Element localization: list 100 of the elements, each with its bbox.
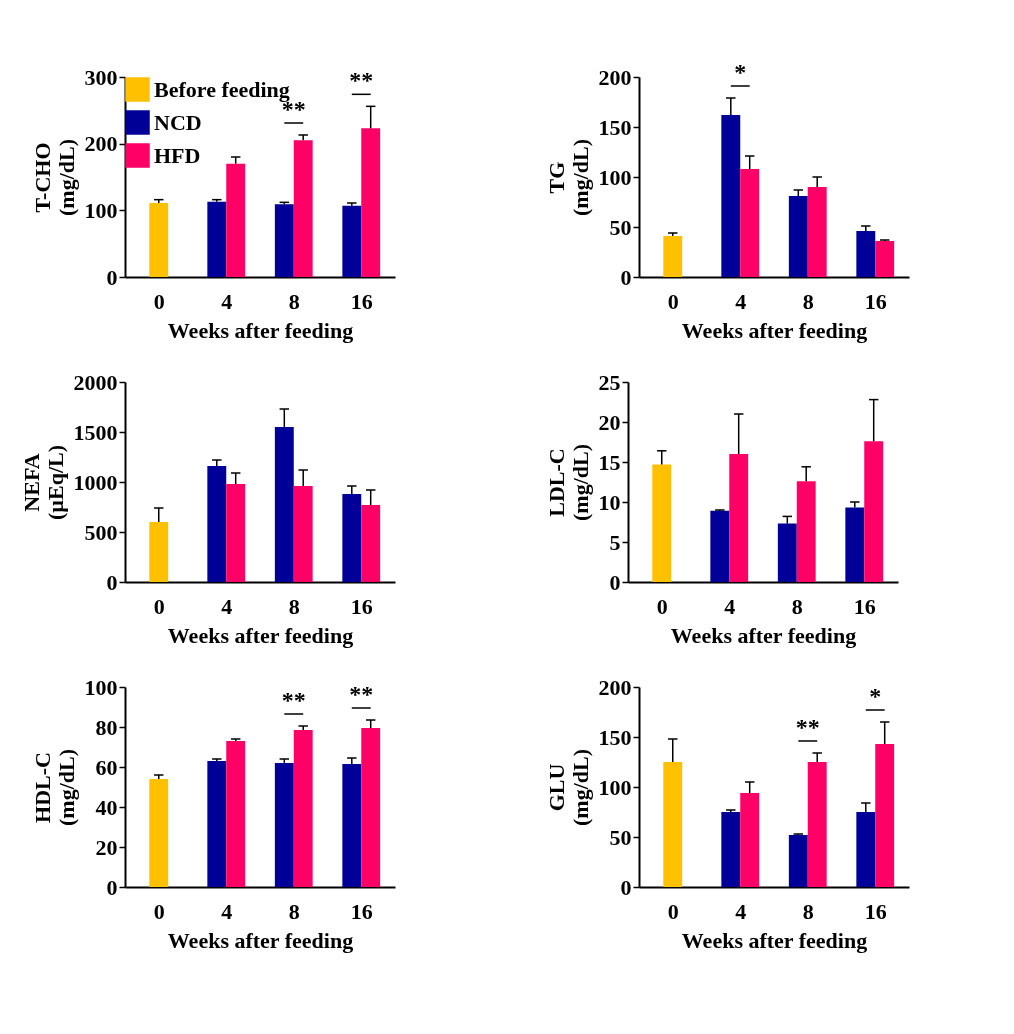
y-tick-label: 5: [609, 529, 621, 555]
annotation: *: [869, 683, 882, 709]
bar: [361, 128, 381, 277]
x-axis-title: Weeks after feeding: [670, 622, 857, 648]
x-tick-label: 0: [667, 898, 679, 924]
y-tick-label: 20: [95, 834, 118, 860]
bar: [777, 523, 797, 582]
bar: [149, 779, 169, 887]
bar: [864, 441, 884, 582]
y-tick-label: 60: [95, 754, 118, 780]
y-tick-label: 100: [84, 674, 118, 700]
y-tick-label: 0: [609, 569, 621, 595]
bar: [856, 231, 876, 277]
bar: [274, 204, 294, 277]
x-axis-title: Weeks after feeding: [167, 317, 354, 343]
bar: [361, 728, 381, 887]
annotation: **: [795, 714, 820, 740]
bar: [788, 835, 808, 887]
y-axis-title: GLU (mg/dL): [543, 749, 593, 826]
x-tick-label: 8: [288, 898, 300, 924]
bar: [226, 741, 246, 887]
bar: [342, 494, 362, 582]
bar: [149, 203, 169, 277]
x-tick-label: 0: [667, 288, 679, 314]
x-tick-label: 0: [153, 288, 165, 314]
y-tick-label: 200: [598, 674, 632, 700]
bar: [875, 744, 895, 887]
bar: [293, 486, 313, 582]
bar: [796, 481, 816, 582]
y-tick-label: 1000: [73, 469, 118, 495]
bar: [721, 115, 741, 277]
y-tick-label: 0: [106, 264, 118, 290]
bar: [807, 187, 827, 277]
annotation: **: [349, 681, 374, 707]
x-tick-label: 16: [350, 288, 373, 314]
y-tick-label: 50: [609, 214, 632, 240]
bar: [207, 761, 227, 887]
y-tick-label: 100: [598, 774, 632, 800]
bar: [740, 169, 760, 277]
bar: [149, 522, 169, 582]
x-axis-title: Weeks after feeding: [167, 622, 354, 648]
bar: [663, 762, 683, 887]
x-tick-label: 8: [802, 288, 814, 314]
bar: [663, 236, 683, 277]
y-tick-label: 40: [95, 794, 118, 820]
bar: [807, 762, 827, 887]
x-tick-label: 4: [221, 593, 233, 619]
y-tick-label: 15: [598, 449, 621, 475]
y-tick-label: 200: [84, 131, 118, 157]
y-tick-label: 100: [598, 164, 632, 190]
x-tick-label: 0: [153, 593, 165, 619]
x-tick-label: 8: [791, 593, 803, 619]
x-tick-label: 4: [724, 593, 736, 619]
bar: [274, 427, 294, 582]
x-tick-label: 16: [864, 288, 887, 314]
x-axis-title: Weeks after feeding: [681, 317, 868, 343]
annotation: **: [281, 687, 306, 713]
y-axis-title: HDL-C (mg/dL): [29, 749, 79, 826]
x-axis-title: Weeks after feeding: [681, 927, 868, 953]
y-axis-title: NEFA (µEq/L): [18, 444, 68, 521]
x-tick-label: 16: [864, 898, 887, 924]
x-tick-label: 8: [288, 593, 300, 619]
x-tick-label: 0: [153, 898, 165, 924]
x-tick-label: 4: [221, 288, 233, 314]
bar: [293, 730, 313, 887]
y-tick-label: 1500: [73, 419, 118, 445]
bar: [652, 464, 672, 582]
bar: [226, 163, 246, 277]
legend-label: HFD: [154, 142, 201, 168]
bar: [740, 793, 760, 887]
bar: [342, 205, 362, 277]
x-tick-label: 4: [735, 898, 747, 924]
y-tick-label: 0: [620, 874, 632, 900]
bar: [274, 763, 294, 887]
x-tick-label: 8: [288, 288, 300, 314]
annotation: *: [734, 59, 747, 85]
x-tick-label: 4: [221, 898, 233, 924]
y-axis-title: T-CHO (mg/dL): [29, 139, 79, 216]
y-tick-label: 150: [598, 114, 632, 140]
y-tick-label: 80: [95, 714, 118, 740]
y-tick-label: 500: [84, 519, 118, 545]
bar: [207, 466, 227, 582]
y-tick-label: 150: [598, 724, 632, 750]
y-tick-label: 20: [598, 409, 621, 435]
legend-label: NCD: [154, 109, 202, 135]
x-tick-label: 8: [802, 898, 814, 924]
x-axis-title: Weeks after feeding: [167, 927, 354, 953]
bar: [856, 812, 876, 887]
x-tick-label: 16: [350, 593, 373, 619]
y-tick-label: 0: [620, 264, 632, 290]
bar: [361, 505, 381, 582]
bar: [845, 507, 865, 582]
x-tick-label: 4: [735, 288, 747, 314]
bar: [788, 196, 808, 277]
y-tick-label: 200: [598, 64, 632, 90]
y-tick-label: 50: [609, 824, 632, 850]
bar: [721, 812, 741, 887]
bar: [226, 484, 246, 582]
y-tick-label: 300: [84, 64, 118, 90]
bar: [710, 510, 730, 582]
